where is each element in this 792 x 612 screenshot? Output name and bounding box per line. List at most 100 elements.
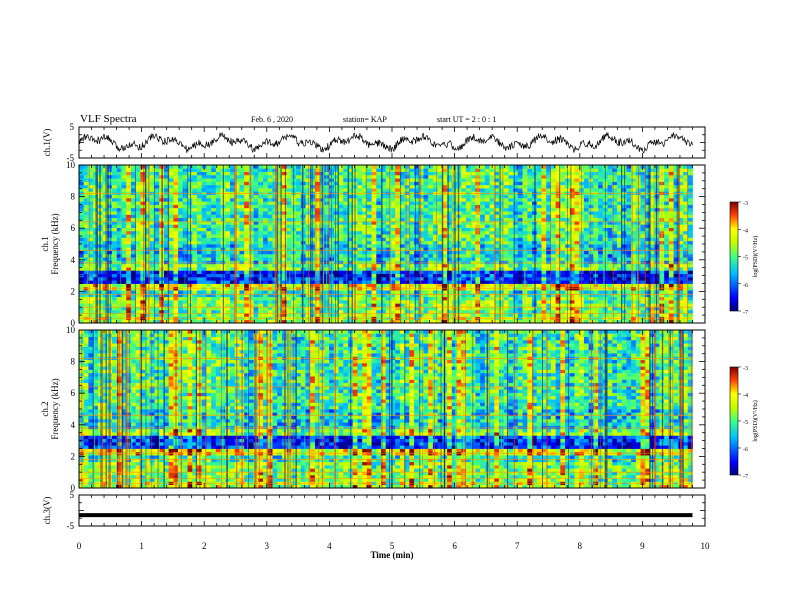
spec-cell: [281, 283, 288, 288]
spec-cell: [244, 296, 250, 301]
spec-cell: [357, 165, 363, 169]
spec-cell: [333, 253, 339, 258]
spec-cell: [513, 296, 519, 301]
spec-cell: [461, 247, 467, 251]
spec-cell: [116, 217, 122, 222]
spec-cell: [225, 194, 231, 199]
spec-cell: [404, 165, 410, 169]
spec-cell: [499, 227, 505, 232]
spec-cell: [357, 174, 363, 179]
spec-cell: [201, 293, 207, 298]
spec-cell: [560, 224, 566, 228]
spec-cell: [347, 263, 354, 268]
spec-cell: [423, 220, 429, 225]
spec-cell: [414, 165, 420, 169]
spec-cell: [112, 283, 118, 288]
spec-cell: [281, 303, 288, 307]
spec-cell: [381, 224, 387, 228]
spec-cell: [163, 237, 170, 242]
spec-cell: [338, 257, 344, 261]
spec-cell: [263, 280, 269, 284]
spec-cell: [79, 283, 85, 288]
spec-cell: [508, 303, 514, 307]
spec-cell: [173, 174, 179, 179]
spec-cell: [371, 257, 377, 261]
spec-cell: [484, 165, 490, 169]
spec-cell: [168, 227, 174, 232]
spec-cell: [494, 257, 500, 261]
spec-cell: [263, 290, 269, 294]
spec-cell: [546, 244, 552, 248]
spec-cell: [182, 217, 188, 222]
spec-cell: [461, 237, 467, 242]
spec-cell: [116, 165, 122, 169]
spec-cell: [88, 227, 94, 232]
spec-cell: [281, 293, 288, 298]
spec-cell: [296, 319, 302, 324]
spec-cell: [376, 293, 382, 298]
spec-cell: [381, 234, 387, 238]
spec-cell: [338, 174, 344, 179]
spec-cell: [376, 260, 382, 265]
spec-cell: [437, 188, 443, 192]
spec-cell: [107, 204, 113, 209]
spec-cell: [442, 194, 448, 199]
spec-cell: [470, 293, 476, 298]
spec-cell: [263, 273, 269, 278]
spec-cell: [211, 217, 217, 222]
spec-cell: [126, 276, 132, 281]
spec-cell: [409, 174, 415, 179]
spec-cell: [253, 201, 259, 205]
spec-cell: [428, 303, 434, 307]
spec-cell: [409, 220, 415, 225]
spec-cell: [178, 303, 184, 307]
spec-cell: [333, 217, 339, 222]
spec-cell: [418, 267, 424, 271]
spec-cell: [145, 240, 151, 245]
spec-cell: [215, 244, 221, 248]
spec-cell: [461, 181, 467, 186]
spec-cell: [565, 237, 571, 242]
spec-cell: [390, 313, 396, 317]
spec-cell: [234, 250, 240, 255]
spec-cell: [206, 171, 212, 176]
spec-cell: [499, 296, 505, 301]
spec-cell: [494, 250, 500, 255]
spec-cell: [211, 276, 217, 281]
date-label: Feb. 6 , 2020: [251, 115, 293, 124]
spec-cell: [560, 270, 566, 275]
spec-cell: [338, 250, 344, 255]
spec-cell: [404, 211, 410, 215]
spec-cell: [432, 171, 439, 176]
spec-cell: [414, 283, 420, 288]
spec-cell: [253, 257, 259, 261]
spec-cell: [286, 204, 292, 209]
spec-cell: [79, 217, 85, 222]
spec-cell: [267, 313, 273, 317]
spec-cell: [196, 276, 203, 281]
spec-cell: [182, 227, 188, 232]
spec-cell: [371, 178, 377, 182]
spec-cell: [182, 293, 188, 298]
spec-cell: [546, 188, 552, 192]
spec-cell: [192, 204, 198, 209]
spec-cell: [414, 247, 420, 251]
spec-cell: [239, 260, 245, 265]
spec-cell: [314, 303, 321, 307]
spec-cell: [437, 234, 443, 238]
spec-cell: [107, 211, 113, 215]
spec-cell: [215, 267, 221, 271]
spec-cell: [102, 263, 108, 268]
spec-cell: [267, 197, 273, 202]
spec-cell: [409, 299, 415, 304]
spec-cell: [536, 250, 542, 255]
spec-cell: [357, 293, 363, 298]
spec-cell: [145, 220, 151, 225]
spec-cell: [362, 211, 368, 215]
spec-cell: [513, 257, 519, 261]
spec-cell: [140, 184, 146, 189]
spec-cell: [263, 188, 269, 192]
spec-cell: [263, 168, 269, 172]
spec-cell: [409, 303, 415, 307]
spec-cell: [154, 227, 160, 232]
